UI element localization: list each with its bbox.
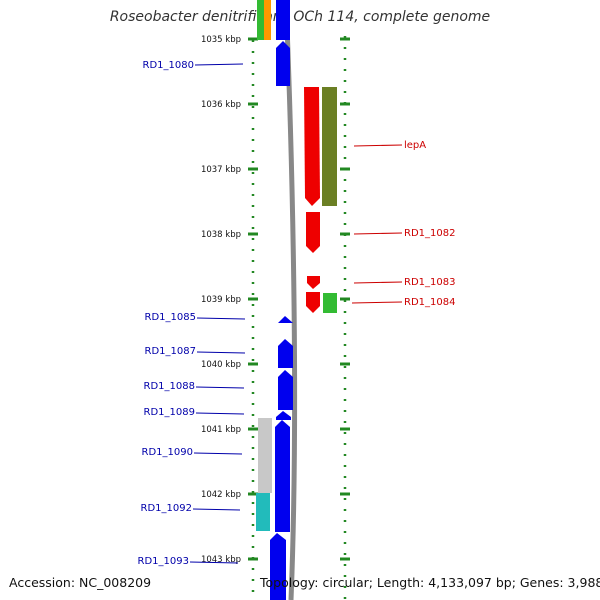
cyan-feature-rd1-1092 bbox=[256, 493, 270, 531]
olive-feature-lepa bbox=[322, 87, 337, 206]
genome-summary-text: Topology: circular; Length: 4,133,097 bp… bbox=[260, 575, 600, 590]
tick-label: 1043 kbp bbox=[201, 555, 241, 565]
leader-rd1-1092 bbox=[192, 508, 241, 511]
leader-lepa bbox=[353, 144, 403, 147]
tick-label: 1041 kbp bbox=[201, 425, 241, 435]
label-rd1-1090[interactable]: RD1_1090 bbox=[142, 447, 193, 458]
leader-rd1-1087 bbox=[196, 351, 246, 354]
gray-feature-rd1-1090 bbox=[258, 418, 272, 493]
tick-label: 1040 kbp bbox=[201, 360, 241, 370]
gene-arrow-rd1-1088 bbox=[278, 370, 293, 410]
label-rd1-1082[interactable]: RD1_1082 bbox=[404, 228, 455, 239]
leader-rd1-1090 bbox=[193, 452, 243, 455]
gene-arrow-top-partial bbox=[276, 0, 290, 40]
label-rd1-1092[interactable]: RD1_1092 bbox=[141, 503, 192, 514]
label-rd1-1089[interactable]: RD1_1089 bbox=[144, 407, 195, 418]
label-rd1-1087[interactable]: RD1_1087 bbox=[145, 346, 196, 357]
gene-arrow-rd1-1085 bbox=[278, 316, 293, 323]
label-rd1-1085[interactable]: RD1_1085 bbox=[145, 312, 196, 323]
gene-arrow-rd1-1084 bbox=[306, 292, 320, 313]
right-gene-labels: lepA RD1_1082 RD1_1083 RD1_1084 bbox=[351, 140, 455, 308]
orange-feature-top bbox=[264, 0, 271, 40]
leader-rd1-1088 bbox=[195, 386, 245, 389]
label-lepa[interactable]: lepA bbox=[404, 140, 426, 151]
leader-rd1-1093 bbox=[189, 561, 239, 564]
gene-arrow-lepa bbox=[304, 87, 320, 206]
map-title: Roseobacter denitrificans OCh 114, compl… bbox=[109, 9, 491, 25]
gene-arrow-rd1-1082 bbox=[306, 212, 320, 253]
gene-arrow-rd1-1090-1092 bbox=[275, 420, 290, 532]
tick-label: 1036 kbp bbox=[201, 100, 241, 110]
leader-rd1-1082 bbox=[353, 232, 403, 235]
gene-arrow-rd1-1087 bbox=[278, 339, 293, 368]
leader-rd1-1084 bbox=[351, 301, 403, 304]
gene-arrow-rd1-1083 bbox=[307, 276, 320, 289]
label-rd1-1083[interactable]: RD1_1083 bbox=[404, 277, 455, 288]
tick-label: 1038 kbp bbox=[201, 230, 241, 240]
gene-arrow-rd1-1093 bbox=[270, 533, 286, 600]
label-rd1-1084[interactable]: RD1_1084 bbox=[404, 297, 455, 308]
gene-arrow-rd1-1089 bbox=[276, 411, 291, 420]
green-feature-rd1-1084 bbox=[323, 293, 337, 313]
left-gene-labels: RD1_1080 RD1_1085 RD1_1087 RD1_1088 RD1_… bbox=[138, 60, 246, 567]
tick-label: 1042 kbp bbox=[201, 490, 241, 500]
tick-label: 1035 kbp bbox=[201, 35, 241, 45]
label-rd1-1088[interactable]: RD1_1088 bbox=[144, 381, 195, 392]
ruler-tick-labels: 1035 kbp 1036 kbp 1037 kbp 1038 kbp 1039 kbp… bbox=[201, 35, 241, 565]
accession-text: Accession: NC_008209 bbox=[9, 575, 152, 590]
forward-strand-genes bbox=[304, 87, 337, 313]
label-rd1-1080[interactable]: RD1_1080 bbox=[143, 60, 194, 71]
green-feature-top bbox=[257, 0, 264, 40]
leader-rd1-1085 bbox=[196, 317, 246, 320]
tick-label: 1039 kbp bbox=[201, 295, 241, 305]
leader-rd1-1083 bbox=[353, 281, 403, 284]
label-rd1-1093[interactable]: RD1_1093 bbox=[138, 556, 189, 567]
reverse-strand-genes bbox=[256, 0, 293, 600]
leader-rd1-1080 bbox=[194, 63, 244, 66]
gene-arrow-rd1-1080 bbox=[276, 41, 290, 86]
tick-label: 1037 kbp bbox=[201, 165, 241, 175]
leader-rd1-1089 bbox=[195, 412, 245, 415]
